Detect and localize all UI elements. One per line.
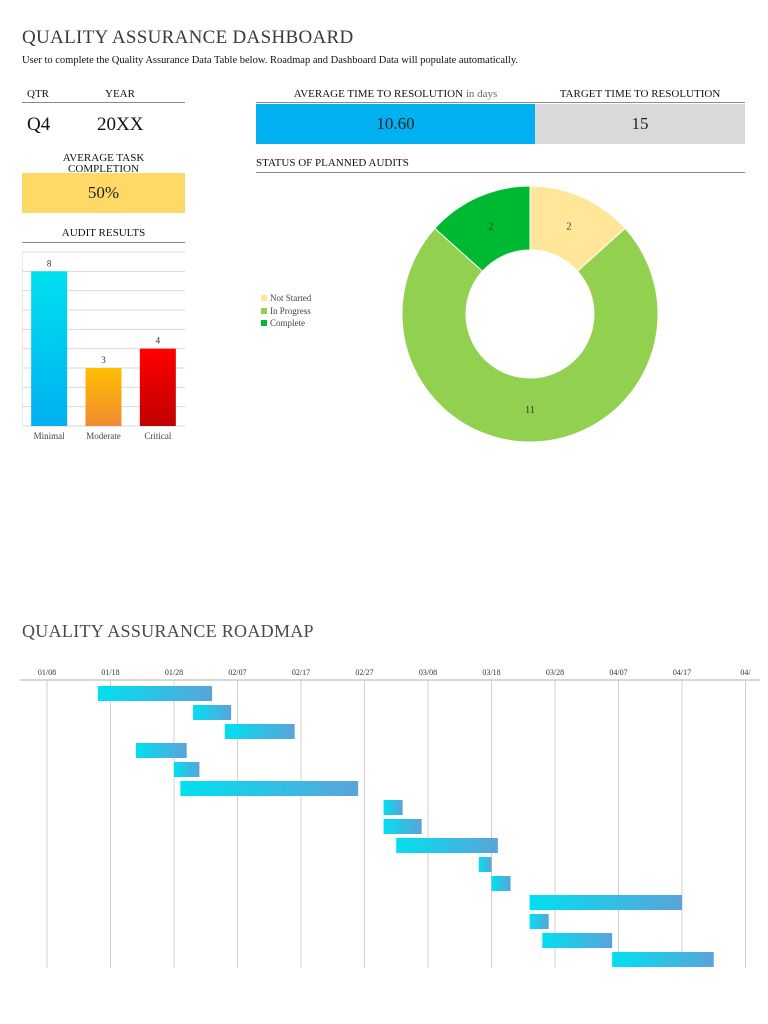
donut-value-label: 11 — [525, 405, 535, 416]
bar-minimal — [31, 271, 68, 426]
avg-task-value: 50% — [87, 183, 120, 202]
bar-moderate — [85, 368, 122, 426]
legend-item: Complete — [261, 317, 311, 330]
resolution-divider — [256, 102, 745, 103]
gantt-task-bar — [396, 838, 498, 853]
bar-critical — [139, 348, 176, 426]
planned-audits-donut: 2 11 2 — [401, 185, 659, 443]
legend-swatch — [261, 307, 267, 314]
gantt-tick-label: 03/18 — [482, 668, 500, 677]
qtr-label: QTR — [27, 88, 49, 100]
legend-item: Not Started — [261, 292, 311, 305]
gantt-tick-label: 02/07 — [228, 668, 246, 677]
gantt-task-bar — [135, 743, 187, 758]
gantt-task-bar — [478, 857, 492, 872]
gantt-task-bar — [612, 952, 714, 967]
avg-resolution-label-text: AVERAGE TIME TO RESOLUTION — [293, 88, 464, 100]
bar-category-label: Minimal — [34, 431, 65, 441]
avg-task-label-line2: COMPLETION — [68, 163, 139, 175]
gantt-tick-label: 03/28 — [546, 668, 564, 677]
audit-results-label: AUDIT RESULTS — [61, 227, 146, 239]
donut-slice-in-progress — [401, 227, 659, 443]
legend-label: Not Started — [270, 293, 312, 304]
gantt-task-bar — [491, 876, 511, 891]
avg-resolution-value-box: 10.60 — [256, 104, 535, 144]
gantt-task-bar — [542, 933, 613, 948]
gantt-tick-label: 02/17 — [292, 668, 310, 677]
gantt-tick-label: 02/27 — [355, 668, 373, 677]
bar-value-label: 8 — [47, 258, 52, 268]
gantt-task-bar — [383, 800, 403, 815]
avg-task-label-line1: AVERAGE TASK — [62, 152, 145, 164]
gantt-task-bar — [97, 686, 213, 701]
donut-slice-complete — [434, 185, 531, 272]
gantt-task-bar — [193, 705, 232, 720]
legend-item: In Progress — [261, 305, 311, 318]
bar-value-label: 4 — [156, 336, 161, 346]
legend-label: In Progress — [270, 305, 311, 316]
target-resolution-value-box: 15 — [535, 104, 745, 144]
avg-task-value-box: 50% — [22, 173, 185, 213]
legend-swatch — [261, 320, 267, 327]
gantt-tick-label: 03/08 — [419, 668, 437, 677]
audit-results-divider — [22, 242, 185, 243]
avg-resolution-label: AVERAGE TIME TO RESOLUTION in days — [256, 88, 535, 100]
bar-value-label: 3 — [101, 355, 106, 365]
donut-value-label: 2 — [488, 221, 493, 232]
roadmap-gantt: 01/08 01/18 01/28 02/07 02/17 02/27 03/08 03/18… — [20, 668, 760, 968]
gantt-task-bar — [224, 724, 295, 739]
roadmap-title: QUALITY ASSURANCE ROADMAP — [22, 621, 314, 641]
planned-audits-label: STATUS OF PLANNED AUDITS — [256, 157, 409, 169]
gantt-tick-label: 04/07 — [609, 668, 627, 677]
donut-legend: Not Started In Progress Complete — [261, 292, 311, 330]
bar-category-label: Moderate — [86, 431, 120, 441]
gantt-task-bar — [180, 781, 359, 796]
gantt-tick-label: 01/28 — [165, 668, 183, 677]
avg-resolution-unit: in days — [465, 88, 498, 100]
dashboard-title: QUALITY ASSURANCE DASHBOARD — [22, 27, 354, 48]
planned-audits-divider — [256, 172, 745, 173]
audit-results-chart: 8 Minimal 3 Moderate 4 Critical — [22, 251, 185, 441]
avg-resolution-value: 10.60 — [376, 114, 415, 133]
period-divider — [22, 102, 185, 103]
gantt-tick-label: 04/17 — [673, 668, 691, 677]
legend-swatch — [261, 295, 267, 302]
donut-value-label: 2 — [567, 221, 572, 232]
bar-category-label: Critical — [144, 431, 171, 441]
year-label: YEAR — [105, 88, 135, 100]
legend-label: Complete — [270, 318, 305, 329]
gantt-tick-label: 01/08 — [38, 668, 56, 677]
qtr-value: Q4 — [27, 114, 51, 135]
gantt-tick-label: 01/18 — [101, 668, 119, 677]
gantt-task-bar — [529, 895, 682, 910]
target-resolution-value: 15 — [631, 114, 649, 133]
gantt-task-bar — [529, 914, 549, 929]
target-resolution-label: TARGET TIME TO RESOLUTION — [559, 88, 721, 100]
year-value: 20XX — [97, 114, 144, 135]
gantt-task-bar — [383, 819, 422, 834]
dashboard-subtitle: User to complete the Quality Assurance D… — [22, 55, 519, 66]
gantt-task-bar — [174, 762, 200, 777]
gantt-tick-label: 04/ — [740, 668, 751, 677]
